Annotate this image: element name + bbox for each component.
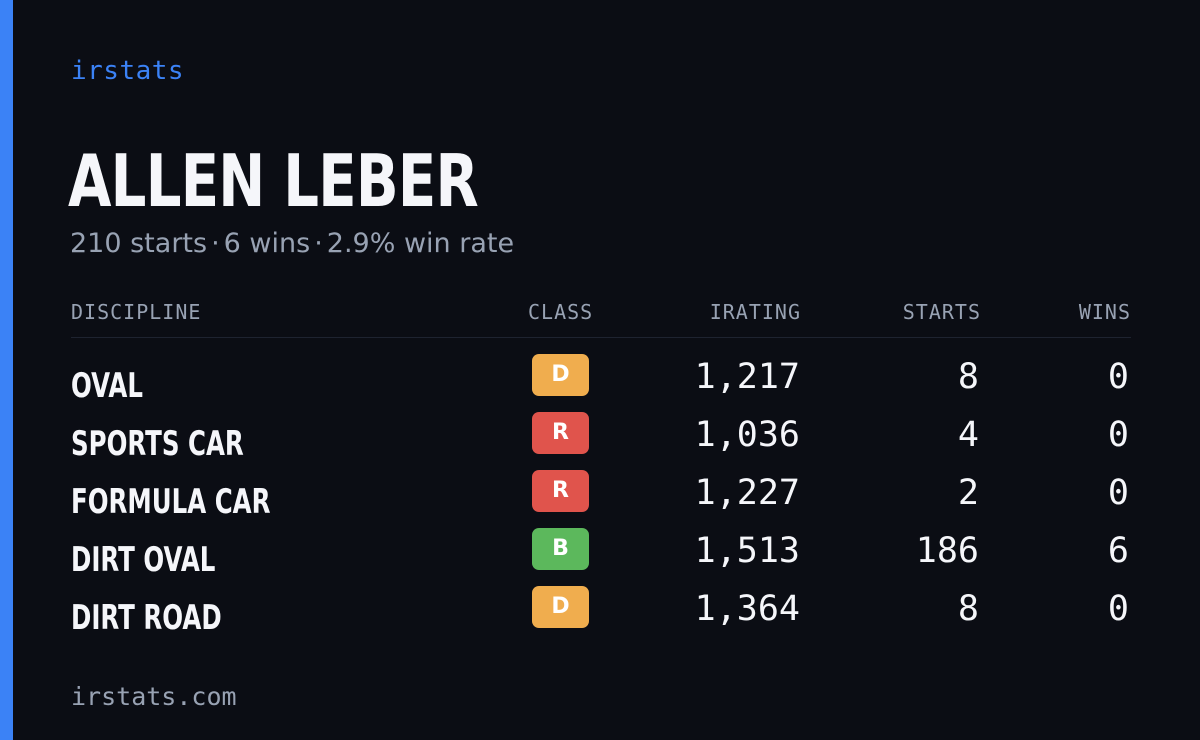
discipline-name: DIRT OVAL [71, 540, 216, 580]
class-badge: D [532, 586, 589, 628]
starts-value: 186 [915, 531, 979, 571]
header-class: CLASS [528, 300, 594, 324]
table-row: DIRT ROAD D 1,364 8 0 [71, 582, 1131, 640]
class-badge: B [532, 528, 589, 570]
discipline-table: OVAL D 1,217 8 0 SPORTS CAR R 1,036 4 0 … [71, 350, 1131, 640]
summary-separator: · [314, 228, 323, 259]
wins-value: 0 [1107, 589, 1129, 629]
discipline-name: FORMULA CAR [71, 482, 271, 522]
discipline-name: SPORTS CAR [71, 424, 244, 464]
class-badge: R [532, 470, 589, 512]
summary-starts: 210 starts [70, 228, 208, 259]
starts-value: 2 [957, 473, 979, 513]
discipline-name: DIRT ROAD [71, 598, 222, 638]
irating-value: 1,513 [694, 531, 800, 571]
driver-summary: 210 starts · 6 wins · 2.9% win rate [70, 228, 514, 259]
starts-value: 8 [957, 357, 979, 397]
driver-name: ALLEN LEBER [68, 139, 479, 223]
header-starts: STARTS [902, 300, 981, 324]
brand-logo: irstats [71, 56, 185, 86]
summary-win-rate: 2.9% win rate [326, 228, 515, 259]
footer-domain: irstats.com [71, 682, 237, 711]
irating-value: 1,227 [694, 473, 800, 513]
table-row: DIRT OVAL B 1,513 186 6 [71, 524, 1131, 582]
class-badge: D [532, 354, 589, 396]
wins-value: 0 [1107, 473, 1129, 513]
header-discipline: DISCIPLINE [71, 300, 202, 324]
starts-value: 8 [957, 589, 979, 629]
accent-bar [0, 0, 13, 740]
wins-value: 0 [1107, 415, 1129, 455]
header-irating: IRATING [709, 300, 801, 324]
summary-separator: · [211, 228, 220, 259]
table-header: DISCIPLINE CLASS IRATING STARTS WINS [71, 300, 1131, 330]
discipline-name: OVAL [71, 366, 143, 406]
table-row: OVAL D 1,217 8 0 [71, 350, 1131, 408]
irating-value: 1,036 [694, 415, 800, 455]
irating-value: 1,217 [694, 357, 800, 397]
summary-wins: 6 wins [223, 228, 311, 259]
class-badge: R [532, 412, 589, 454]
starts-value: 4 [957, 415, 979, 455]
header-divider [71, 337, 1131, 338]
header-wins: WINS [1078, 300, 1131, 324]
irating-value: 1,364 [694, 589, 800, 629]
wins-value: 0 [1107, 357, 1129, 397]
table-row: FORMULA CAR R 1,227 2 0 [71, 466, 1131, 524]
table-row: SPORTS CAR R 1,036 4 0 [71, 408, 1131, 466]
wins-value: 6 [1107, 531, 1129, 571]
